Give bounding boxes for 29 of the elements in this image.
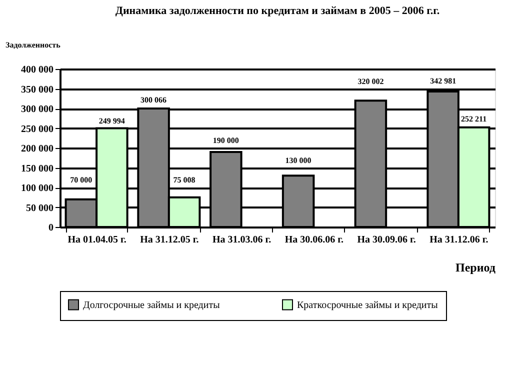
y-tick-label: 350 000 — [21, 84, 54, 96]
x-tick-label: На 30.09.06 г. — [357, 234, 416, 246]
data-label: 70 000 — [70, 175, 92, 184]
y-tick-label: 50 000 — [26, 202, 54, 214]
y-tick-label: 400 000 — [21, 64, 54, 76]
data-label: 130 000 — [285, 156, 312, 165]
legend-label: Краткосрочные займы и кредиты — [297, 300, 438, 311]
legend-label: Долгосрочные займы и кредиты — [83, 300, 220, 311]
y-tick-label: 250 000 — [21, 124, 54, 135]
chart-title: Динамика задолженности по кредитам и займам в 2005 – 2006 г.г. — [115, 5, 440, 17]
x-tick-label: На 01.04.05 г. — [68, 234, 127, 246]
data-label: 252 211 — [461, 114, 487, 124]
data-label: 249 994 — [98, 116, 125, 126]
data-label: 342 981 — [430, 76, 456, 86]
data-label: 320 002 — [358, 76, 384, 86]
data-label: 300 066 — [140, 95, 167, 104]
y-tick-label: 200 000 — [21, 144, 54, 154]
y-tick-label: 0 — [48, 222, 54, 234]
y-tick-label: 150 000 — [21, 163, 54, 174]
data-label: 190 000 — [212, 136, 239, 146]
data-label: 75 008 — [173, 175, 196, 184]
x-tick-label: На 31.12.06 г. — [430, 234, 489, 246]
x-axis-title: Период — [456, 260, 496, 274]
x-tick-label: На 31.12.05 г. — [140, 234, 200, 246]
x-tick-label: На 31.03.06 г. — [212, 234, 272, 246]
y-axis-title: Задолженность — [6, 40, 62, 50]
x-tick-label: На 30.06.06 г. — [284, 234, 344, 246]
y-tick-label: 100 000 — [21, 183, 54, 194]
y-tick-label: 300 000 — [21, 104, 54, 115]
